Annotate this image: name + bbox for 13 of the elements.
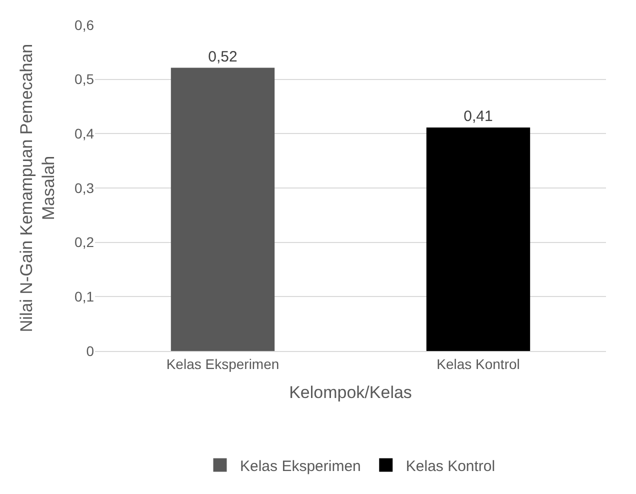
y-tick-label: 0,2 [74, 234, 94, 250]
y-tick-label: 0,1 [74, 288, 94, 305]
legend-label: Kelas Eksperimen [240, 458, 361, 475]
data-label: 0,41 [464, 108, 493, 126]
data-label: 0,52 [208, 48, 238, 66]
y-tick-label: 0,5 [74, 71, 94, 88]
y-tick-label: 0,3 [74, 180, 94, 196]
y-tick-label: 0,6 [74, 16, 94, 33]
x-axis-title: Kelompok/Kelas [289, 383, 412, 402]
y-tick-label: 0 [86, 342, 94, 359]
legend-label: Kelas Kontrol [406, 458, 496, 475]
y-tick-label: 0,4 [74, 126, 94, 142]
y-axis-title: Nilai N-Gain Kemampuan Pemecahan Masalah [16, 44, 58, 332]
